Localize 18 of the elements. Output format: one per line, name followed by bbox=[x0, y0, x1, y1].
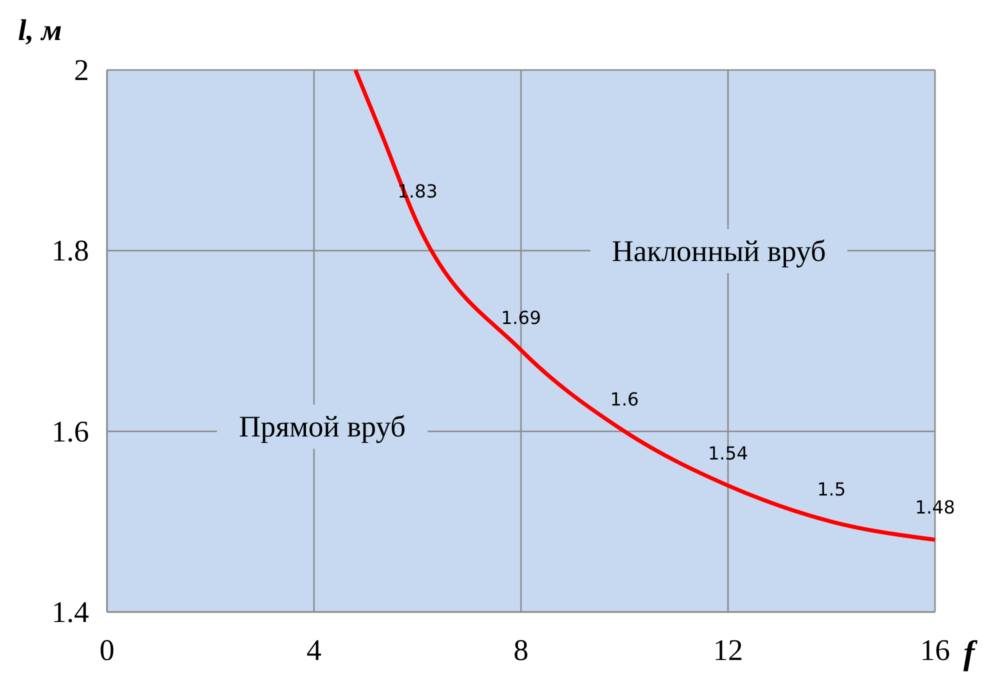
annotation: Прямой вруб bbox=[238, 410, 406, 444]
x-tick-label: 4 bbox=[306, 634, 322, 667]
data-label: 1.69 bbox=[500, 308, 542, 330]
data-label: 1.5 bbox=[817, 480, 846, 501]
x-tick-label: 8 bbox=[514, 634, 528, 667]
y-tick-label: 1.4 bbox=[52, 596, 89, 629]
x-tick-label: 0 bbox=[100, 634, 114, 667]
data-label: 1.6 bbox=[610, 389, 639, 410]
y-tick-label: 1.8 bbox=[52, 234, 89, 268]
x-tick-label: 12 bbox=[713, 634, 743, 667]
x-tick-label: 16 bbox=[920, 634, 950, 667]
data-label: 1.54 bbox=[708, 444, 748, 465]
y-axis-title: l, м bbox=[18, 14, 62, 47]
data-label: 1.48 bbox=[914, 498, 956, 519]
annotation: Наклонный вруб bbox=[612, 235, 826, 268]
y-tick-label: 1.6 bbox=[52, 415, 89, 448]
y-tick-label: 2 bbox=[74, 54, 89, 87]
x-axis-title: f bbox=[963, 635, 978, 672]
